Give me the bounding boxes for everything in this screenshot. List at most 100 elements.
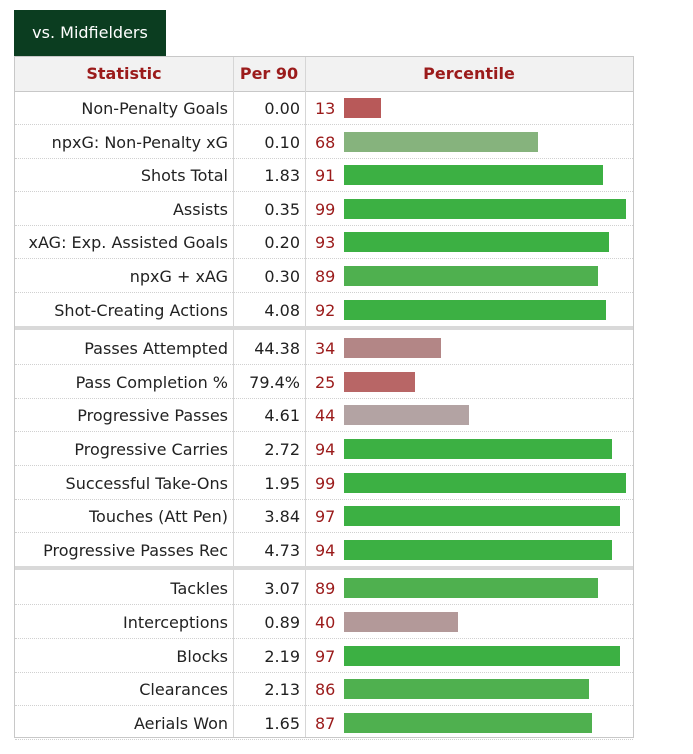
header-statistic: Statistic	[86, 64, 162, 83]
table-row: Shots Total 1.83 91	[15, 159, 633, 193]
percentile-bar	[344, 679, 589, 700]
percentile-value: 99	[315, 473, 336, 493]
table-row: Progressive Carries 2.72 94	[15, 433, 633, 466]
stat-label: Blocks	[176, 646, 228, 666]
percentile-bar	[344, 266, 598, 286]
header-per90: Per 90	[239, 64, 299, 83]
stat-label: Progressive Passes	[77, 406, 228, 426]
percentile-value: 34	[315, 339, 336, 359]
stat-label: Shot-Creating Actions	[54, 300, 228, 320]
table-row: Non-Penalty Goals 0.00 13	[15, 92, 633, 125]
percentile-bar	[344, 612, 458, 632]
percentile-bar	[344, 712, 592, 733]
group-separator	[15, 326, 633, 331]
table-row: Interceptions 0.89 40	[15, 606, 633, 639]
stat-label: Assists	[172, 199, 228, 219]
percentile-value: 97	[315, 646, 336, 666]
per90-value: 1.65	[264, 713, 300, 733]
stat-label: npxG: Non-Penalty xG	[51, 132, 228, 152]
column-divider	[233, 57, 234, 737]
stat-label: Interceptions	[123, 613, 228, 632]
table-row: Blocks 2.19 97	[15, 640, 633, 673]
table-row: xAG: Exp. Assisted Goals 0.20 93	[15, 226, 633, 260]
percentile-value: 87	[315, 713, 336, 733]
stat-label: Progressive Carries	[74, 440, 228, 459]
per90-value: 0.30	[264, 267, 300, 286]
stat-label: Pass Completion %	[75, 372, 228, 392]
percentile-value: 91	[315, 166, 336, 186]
percentile-value: 97	[315, 507, 336, 527]
stat-label: xAG: Exp. Assisted Goals	[28, 233, 228, 253]
percentile-value: 93	[315, 233, 336, 253]
stat-label: Progressive Passes Rec	[43, 540, 228, 560]
table-row: Touches (Att Pen) 3.84 97	[15, 500, 633, 534]
stat-label: Non-Penalty Goals	[81, 99, 228, 118]
table-row: Shot-Creating Actions 4.08 92	[15, 294, 633, 327]
per90-value: 0.10	[264, 132, 300, 152]
percentile-value: 25	[315, 372, 336, 392]
tab-vs-midfielders[interactable]: vs. Midfielders	[14, 10, 166, 56]
percentile-value: 89	[315, 267, 336, 286]
table-row: Progressive Passes Rec 4.73 94	[15, 534, 633, 567]
percentile-bar	[344, 439, 612, 459]
stat-label: Successful Take-Ons	[65, 473, 228, 493]
table-header: Statistic Per 90 Percentile	[15, 57, 633, 92]
percentile-bar	[344, 165, 603, 186]
per90-value: 2.13	[264, 680, 300, 700]
per90-value: 2.72	[264, 440, 300, 459]
percentile-table: Statistic Per 90 Percentile Non-Penalty …	[14, 56, 634, 740]
table-row: npxG: Non-Penalty xG 0.10 68	[15, 126, 633, 159]
percentile-value: 86	[315, 680, 336, 700]
percentile-bar	[344, 131, 538, 152]
percentile-bar	[344, 472, 626, 493]
group-separator	[15, 566, 633, 571]
percentile-value: 89	[315, 579, 336, 599]
percentile-bar	[344, 299, 606, 320]
stat-label: Clearances	[139, 680, 228, 700]
table-row: Aerials Won 1.65 87	[15, 707, 633, 740]
per90-value: 3.07	[264, 579, 300, 599]
percentile-bar	[344, 405, 469, 426]
stat-label: Passes Attempted	[84, 339, 228, 359]
percentile-bar	[344, 338, 441, 359]
percentile-value: 99	[315, 199, 336, 219]
percentile-value: 40	[315, 613, 336, 632]
per90-value: 0.89	[264, 613, 300, 632]
table-row: Clearances 2.13 86	[15, 673, 633, 707]
percentile-value: 68	[315, 132, 336, 152]
per90-value: 4.08	[264, 300, 300, 320]
per90-value: 0.35	[264, 199, 300, 219]
percentile-bar	[344, 539, 612, 560]
percentile-bar	[344, 506, 620, 527]
column-divider	[305, 57, 306, 737]
per90-value: 1.95	[264, 473, 300, 493]
per90-value: 3.84	[264, 507, 300, 527]
stat-label: Tackles	[170, 579, 228, 599]
table-row: npxG + xAG 0.30 89	[15, 260, 633, 293]
percentile-bar	[344, 371, 415, 392]
percentile-value: 13	[315, 99, 336, 118]
per90-value: 44.38	[254, 339, 300, 359]
per90-value: 0.00	[264, 99, 300, 118]
table-row: Assists 0.35 99	[15, 193, 633, 226]
per90-value: 0.20	[264, 233, 300, 253]
percentile-bar	[344, 578, 598, 599]
per90-value: 4.61	[264, 406, 300, 426]
per90-value: 79.4%	[249, 372, 300, 392]
percentile-bar	[344, 198, 626, 219]
percentile-value: 44	[315, 406, 336, 426]
header-percentile: Percentile	[423, 64, 515, 83]
per90-value: 2.19	[264, 646, 300, 666]
percentile-value: 94	[315, 540, 336, 560]
table-row: Passes Attempted 44.38 34	[15, 332, 633, 366]
table-row: Successful Take-Ons 1.95 99	[15, 467, 633, 500]
percentile-value: 94	[315, 440, 336, 459]
table-row: Pass Completion % 79.4% 25	[15, 366, 633, 399]
percentile-value: 92	[315, 300, 336, 320]
percentile-bar	[344, 645, 620, 666]
table-row: Progressive Passes 4.61 44	[15, 399, 633, 433]
per90-value: 4.73	[264, 540, 300, 560]
stat-label: npxG + xAG	[129, 267, 228, 286]
stat-label: Shots Total	[140, 166, 228, 186]
table-row: Tackles 3.07 89	[15, 572, 633, 606]
